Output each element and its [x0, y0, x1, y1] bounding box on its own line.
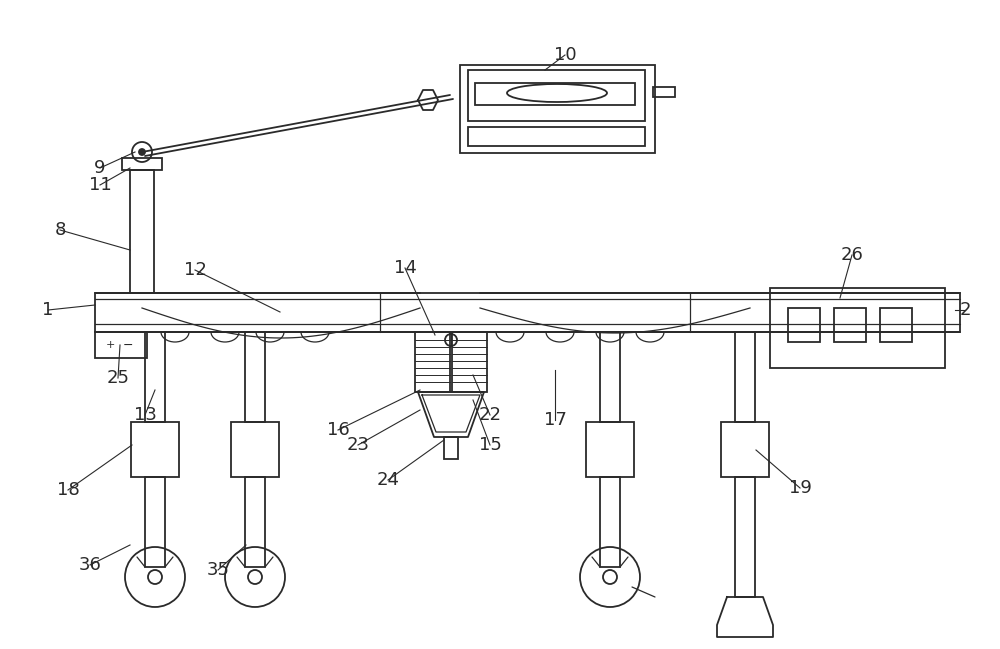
Bar [231, 422, 279, 477]
Bar [880, 308, 912, 342]
Bar [145, 477, 165, 567]
Bar [245, 332, 265, 422]
Text: 11: 11 [89, 176, 111, 194]
Bar [415, 332, 450, 392]
Bar [468, 127, 645, 146]
Bar [452, 332, 487, 392]
Text: 26: 26 [841, 246, 863, 264]
Bar [130, 170, 154, 293]
Bar [735, 332, 755, 422]
Bar [245, 477, 265, 567]
Text: 14: 14 [394, 259, 416, 277]
Bar [122, 158, 162, 170]
Bar [95, 293, 960, 332]
Text: 36: 36 [79, 556, 101, 574]
Text: 12: 12 [184, 261, 206, 279]
Circle shape [139, 149, 145, 155]
Bar [788, 308, 820, 342]
Text: 1: 1 [42, 301, 54, 319]
Text: 18: 18 [57, 481, 79, 499]
Bar [600, 332, 620, 422]
Bar [600, 477, 620, 567]
Bar [444, 437, 458, 459]
Text: 2: 2 [959, 301, 971, 319]
Bar [460, 65, 655, 153]
Text: 23: 23 [347, 436, 370, 454]
Text: −: − [123, 339, 133, 352]
Bar [721, 422, 769, 477]
Text: 25: 25 [106, 369, 130, 387]
Text: 17: 17 [544, 411, 566, 429]
Bar [475, 83, 635, 105]
Text: 22: 22 [479, 406, 502, 424]
Text: +: + [105, 340, 115, 350]
Bar [834, 308, 866, 342]
Text: 24: 24 [376, 471, 400, 489]
Bar [145, 332, 165, 422]
Bar [586, 422, 634, 477]
Text: 10: 10 [554, 46, 576, 64]
Bar [131, 422, 179, 477]
Text: 35: 35 [207, 561, 230, 579]
Bar [653, 87, 675, 97]
Text: 16: 16 [327, 421, 349, 439]
Text: 8: 8 [54, 221, 66, 239]
Bar [735, 477, 755, 597]
Bar [468, 70, 645, 121]
Text: 19: 19 [789, 479, 811, 497]
Text: 9: 9 [94, 159, 106, 177]
Text: 13: 13 [134, 406, 156, 424]
Bar [770, 288, 945, 368]
Bar [95, 332, 147, 358]
Text: 15: 15 [479, 436, 501, 454]
